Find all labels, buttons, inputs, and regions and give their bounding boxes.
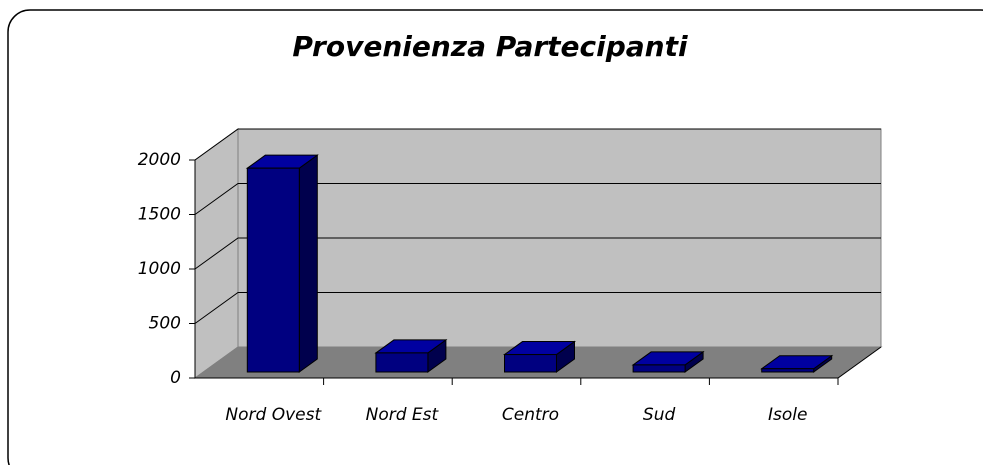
x-tick-label: Sud xyxy=(643,405,676,425)
grid-line xyxy=(194,237,881,270)
x-tick-label: Centro xyxy=(502,405,559,425)
chart-title: Provenienza Partecipanti xyxy=(292,30,688,63)
bar xyxy=(761,368,815,373)
grid-line xyxy=(194,292,881,324)
x-tick-label: Nord Ovest xyxy=(225,405,322,425)
grid-line xyxy=(194,128,881,161)
y-tick-label: 1000 xyxy=(138,259,181,279)
bar xyxy=(246,167,300,373)
bar-side xyxy=(298,154,318,373)
y-tick-label: 2000 xyxy=(138,150,181,170)
bar xyxy=(504,354,557,373)
x-tick-label: Isole xyxy=(768,405,807,425)
grid-line xyxy=(194,183,881,215)
y-tick-label: 500 xyxy=(149,314,181,334)
floor-edge xyxy=(837,346,882,379)
bar xyxy=(375,352,429,373)
x-tick-label: Nord Est xyxy=(366,405,440,425)
y-tick-label: 1500 xyxy=(138,205,181,225)
y-tick-label: 0 xyxy=(170,368,181,388)
bar xyxy=(632,364,686,373)
